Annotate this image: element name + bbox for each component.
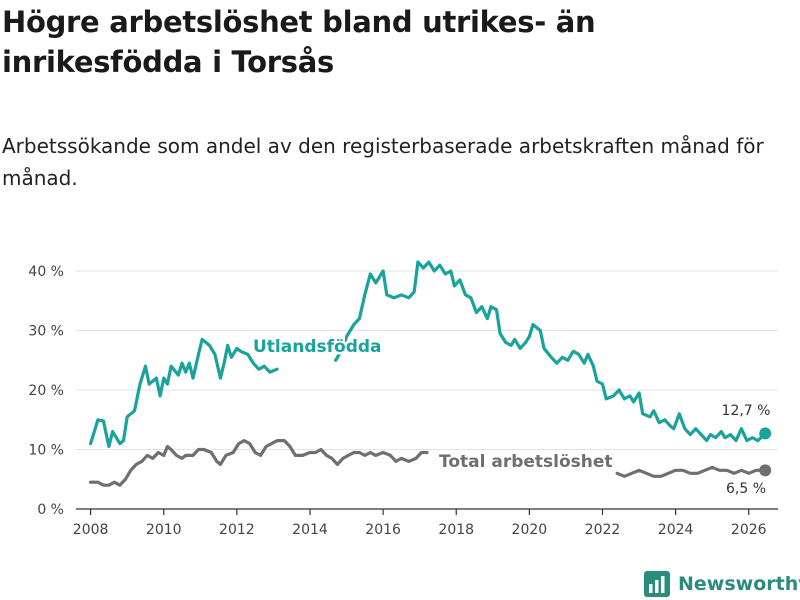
- y-tick-label: 10 %: [28, 443, 64, 459]
- x-tick-label: 2026: [731, 522, 767, 538]
- x-tick-label: 2014: [292, 522, 328, 538]
- x-tick-label: 2022: [585, 522, 621, 538]
- gridlines: [76, 270, 778, 450]
- end-point-utlandsfodda: [759, 427, 772, 440]
- brand-name: Newsworthy: [678, 573, 800, 595]
- y-tick-label: 40 %: [28, 264, 64, 280]
- series-line-total: [615, 465, 767, 478]
- end-label-total: 6,5 %: [726, 481, 766, 497]
- x-axis: 2008 2010 2012 2014 2016 2018 2020 2022 2024 2026: [73, 508, 778, 538]
- page-title: Högre arbetslöshet bland utrikes- än inr…: [2, 5, 596, 79]
- x-tick-label: 2010: [146, 522, 182, 538]
- series-lines: [89, 260, 772, 487]
- x-tick-label: 2012: [219, 522, 255, 538]
- end-point-total: [759, 464, 772, 477]
- x-tick-label: 2020: [512, 522, 548, 538]
- y-axis: 0 % 10 % 20 % 30 % 40 %: [28, 264, 64, 518]
- chart-subtitle: Arbetssökande som andel av den registerb…: [2, 134, 764, 190]
- x-tick-label: 2016: [365, 522, 401, 538]
- series-line-total: [89, 439, 429, 487]
- series-label-total: Total arbetslöshet: [439, 452, 613, 472]
- brand-logo: Newsworthy: [644, 570, 800, 598]
- series-label-utlandsfodda: Utlandsfödda: [253, 337, 382, 357]
- y-tick-label: 30 %: [28, 324, 64, 340]
- series-labels: Utlandsfödda Total arbetslöshet 12,7 % 6,5 …: [251, 335, 771, 498]
- x-tick-label: 2024: [658, 522, 694, 538]
- bar-chart-logo-icon: [644, 571, 670, 597]
- y-tick-label: 20 %: [28, 383, 64, 399]
- series-line-utlandsfodda: [334, 260, 767, 443]
- end-label-utlandsfodda: 12,7 %: [722, 403, 771, 419]
- y-tick-label: 0 %: [37, 502, 64, 518]
- x-tick-label: 2008: [73, 522, 109, 538]
- x-tick-label: 2018: [438, 522, 474, 538]
- series-line-utlandsfodda: [89, 337, 279, 449]
